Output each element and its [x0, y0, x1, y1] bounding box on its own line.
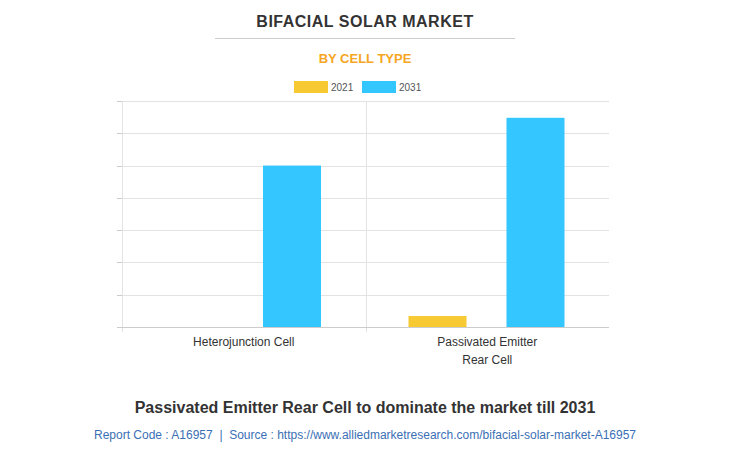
chart: BIFACIAL SOLAR MARKET BY CELL TYPE 2021 203…	[0, 0, 730, 453]
category-label: Heterojunction Cell	[193, 335, 294, 349]
grid	[117, 102, 609, 328]
x-axis	[122, 327, 609, 328]
bar	[263, 166, 321, 327]
tick-mark	[117, 133, 122, 134]
tick-mark	[117, 262, 122, 263]
tick-mark	[117, 101, 122, 102]
bar	[165, 327, 223, 328]
source: Report Code : A16957 | Source : https://…	[94, 428, 636, 442]
legend-swatch	[294, 81, 328, 93]
tick-mark	[117, 295, 122, 296]
tick-mark	[117, 327, 122, 328]
tick-mark	[117, 166, 122, 167]
legend-label: 2031	[399, 82, 422, 93]
subtitle: BY CELL TYPE	[319, 51, 412, 66]
category-separator	[366, 101, 367, 332]
grid-line	[122, 101, 609, 102]
category-label: Passivated EmitterRear Cell	[437, 335, 537, 367]
category-separator	[122, 101, 123, 332]
grid-line	[122, 327, 609, 328]
legend: 2021 2031	[294, 81, 422, 93]
title-rule	[215, 38, 515, 39]
legend-swatch	[362, 81, 396, 93]
bar	[409, 316, 467, 327]
tick-mark	[117, 198, 122, 199]
tick-mark	[117, 230, 122, 231]
legend-label: 2021	[331, 82, 354, 93]
bars	[263, 118, 565, 327]
bar	[507, 118, 565, 327]
title: BIFACIAL SOLAR MARKET	[256, 13, 473, 30]
caption: Passivated Emitter Rear Cell to dominate…	[135, 399, 596, 416]
